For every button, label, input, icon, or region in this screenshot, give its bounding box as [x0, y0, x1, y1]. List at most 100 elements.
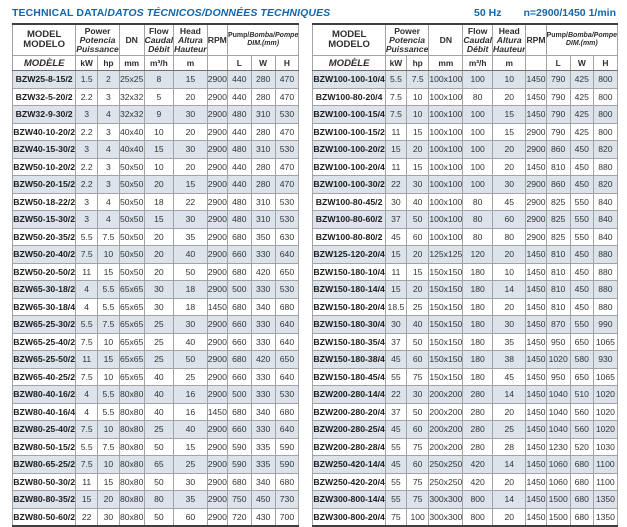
- value-cell: 20: [173, 122, 208, 141]
- value-cell: 425: [569, 105, 594, 124]
- value-cell: 100: [462, 122, 493, 141]
- value-cell: 1450: [525, 437, 547, 456]
- value-cell: 30: [406, 175, 430, 194]
- table-row: BZW40-10-20/2 2.2 3 40x40 10 20 2900 440 280 470: [11, 122, 300, 141]
- page-title: TECHNICAL DATA/DATOS TÉCNICOS/DONNÉES TE…: [12, 7, 330, 19]
- table-row: BZW200-280-14/4 22 30 200x200 280 14 1450 1040 5…: [312, 385, 619, 404]
- value-cell: 75: [406, 367, 430, 386]
- value-cell: 22: [173, 192, 208, 211]
- value-cell: 1065: [592, 332, 619, 351]
- model-cell: BZW32-9-30/2: [11, 105, 77, 124]
- value-cell: 450: [569, 140, 594, 159]
- value-cell: 790: [545, 87, 571, 106]
- power-column-header: Power Potencia Puissance: [384, 23, 430, 56]
- value-cell: 500: [226, 280, 252, 299]
- value-cell: 20: [97, 490, 120, 509]
- value-cell: 1450: [206, 297, 228, 316]
- value-cell: 20: [491, 297, 527, 316]
- value-cell: 310: [250, 210, 276, 229]
- value-cell: 15: [173, 70, 208, 89]
- table-row: BZW50-15-30/2 3 4 50x50 15 30 2900 480 310 530: [11, 210, 300, 229]
- value-cell: 25x25: [118, 70, 145, 89]
- top-bar: TECHNICAL DATA/DATOS TÉCNICOS/DONNÉES TE…: [12, 4, 618, 19]
- value-cell: 7.5: [75, 455, 99, 474]
- value-cell: 30: [491, 175, 527, 194]
- value-cell: 80x80: [118, 507, 145, 527]
- value-cell: 1350: [592, 490, 619, 509]
- value-cell: 30: [173, 315, 208, 334]
- value-cell: 11: [75, 472, 99, 491]
- pump-table-left: MODEL MODELO Power Potencia Puissance DN Fl…: [11, 23, 300, 527]
- table-row: BZW100-100-10/4 5.5 7.5 100x100 100 10 1450 790…: [312, 70, 619, 89]
- value-cell: 810: [545, 245, 571, 264]
- value-cell: 40: [143, 402, 175, 421]
- table-body-left: BZW25-8-15/2 1.5 2 25x25 8 15 2900 440 280 470 BZW…: [11, 70, 300, 527]
- model-column-header-fr: MODÈLE: [11, 55, 77, 71]
- value-cell: 15: [173, 437, 208, 456]
- value-cell: 30: [384, 192, 408, 211]
- value-cell: 7.5: [384, 105, 408, 124]
- value-cell: 7.5: [384, 87, 408, 106]
- value-cell: 1350: [592, 507, 619, 527]
- value-cell: 40x40: [118, 122, 145, 141]
- value-cell: 80: [462, 192, 493, 211]
- value-cell: 440: [226, 70, 252, 89]
- value-cell: 2900: [206, 192, 228, 211]
- value-cell: 450: [569, 280, 594, 299]
- value-cell: 80x80: [118, 472, 145, 491]
- value-cell: 430: [250, 507, 276, 527]
- value-cell: 500: [226, 385, 252, 404]
- value-cell: 2900: [206, 227, 228, 246]
- model-cell: BZW200-280-28/4: [312, 437, 386, 456]
- value-cell: 1100: [592, 455, 619, 474]
- table-row: BZW50-20-50/2 11 15 50x50 20 50 2900 680 420 650: [11, 262, 300, 281]
- value-cell: 20: [491, 507, 527, 527]
- flow-unit: m³/h: [462, 55, 493, 71]
- value-cell: 440: [226, 122, 252, 141]
- table-row: BZW80-50-15/2 5.5 7.5 80x80 50 15 2900 590 335 59…: [11, 437, 300, 456]
- model-cell: BZW50-20-40/2: [11, 245, 77, 264]
- value-cell: 100: [462, 157, 493, 176]
- value-cell: 75: [406, 437, 430, 456]
- table-row: BZW150-180-20/4 18.5 25 150x150 180 20 1450 810…: [312, 297, 619, 316]
- value-cell: 1065: [592, 367, 619, 386]
- model-cell: BZW150-180-45/4: [312, 367, 386, 386]
- value-cell: 2900: [206, 280, 228, 299]
- value-cell: 2900: [206, 385, 228, 404]
- kw-unit: kW: [384, 55, 408, 71]
- value-cell: 790: [545, 122, 571, 141]
- value-cell: 2: [97, 70, 120, 89]
- value-cell: 680: [569, 455, 594, 474]
- mm-unit: mm: [428, 55, 464, 71]
- value-cell: 280: [250, 87, 276, 106]
- value-cell: 440: [226, 157, 252, 176]
- value-cell: 470: [274, 87, 300, 106]
- value-cell: 30: [491, 315, 527, 334]
- hp-unit: hp: [406, 55, 430, 71]
- value-cell: 25: [143, 332, 175, 351]
- model-cell: BZW250-420-20/4: [312, 472, 386, 491]
- value-cell: 335: [250, 455, 276, 474]
- value-cell: 65x65: [118, 350, 145, 369]
- page-title-translations: DATOS TÉCNICOS/DONNÉES TECHNIQUES: [107, 7, 331, 19]
- value-cell: 810: [545, 280, 571, 299]
- value-cell: 50: [143, 437, 175, 456]
- value-cell: 790: [545, 105, 571, 124]
- value-cell: 10: [406, 87, 430, 106]
- table-row: BZW150-180-10/4 11 15 150x150 180 10 1450 810 45…: [312, 262, 619, 281]
- value-cell: 50x50: [118, 245, 145, 264]
- value-cell: 35: [491, 332, 527, 351]
- model-cell: BZW50-20-15/2: [11, 175, 77, 194]
- value-cell: 14: [491, 455, 527, 474]
- value-cell: 1450: [525, 402, 547, 421]
- value-cell: 1450: [525, 490, 547, 509]
- value-cell: 340: [250, 472, 276, 491]
- value-cell: 40: [143, 385, 175, 404]
- value-cell: 1450: [525, 245, 547, 264]
- model-cell: BZW300-800-20/4: [312, 507, 386, 527]
- value-cell: 50x50: [118, 210, 145, 229]
- value-cell: 2900: [206, 332, 228, 351]
- value-cell: 1450: [525, 472, 547, 491]
- value-cell: 530: [274, 192, 300, 211]
- value-cell: 1450: [525, 455, 547, 474]
